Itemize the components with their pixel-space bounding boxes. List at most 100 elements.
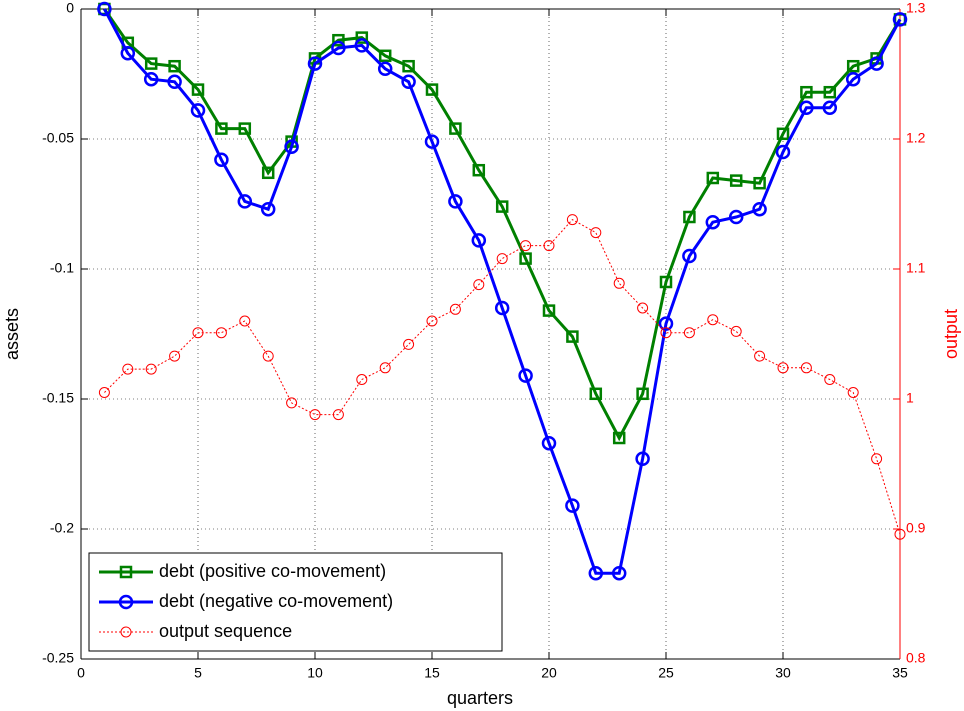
marker [823,85,837,99]
y2-tick-label: 1.1 [906,260,926,276]
marker [260,201,276,217]
marker [402,59,415,73]
marker [496,253,508,265]
x-tick-label: 20 [541,665,557,681]
y-tick-label: -0.2 [50,520,74,536]
marker [869,56,884,71]
marker [97,1,112,17]
marker [309,409,321,421]
marker [214,152,229,168]
marker [894,528,906,540]
marker [753,176,766,190]
series-line [103,8,902,575]
x-tick-label: 0 [77,665,85,681]
marker [543,240,555,252]
marker [286,397,298,409]
marker [237,194,253,209]
y-tick-label: -0.15 [42,390,74,406]
marker [403,338,415,350]
y-tick-label: -0.1 [50,260,74,276]
marker [471,233,487,248]
y2-tick-label: 0.8 [906,650,926,666]
marker [683,327,695,339]
marker [145,363,157,375]
marker [754,350,766,362]
marker [635,451,650,467]
marker [332,33,345,47]
y2-tick-label: 0.9 [906,520,926,536]
series-line [103,8,902,442]
marker [448,194,463,209]
marker [98,387,110,398]
marker [800,362,812,374]
marker [167,74,182,90]
x-axis-label: quarters [447,688,513,708]
marker [354,38,370,53]
marker [612,431,626,445]
marker [707,314,719,326]
marker [752,201,767,217]
marker [565,498,580,513]
marker [449,122,462,135]
marker [168,59,181,73]
y-tick-label: -0.25 [42,650,74,666]
marker [846,59,860,73]
marker [355,31,369,44]
marker [847,387,859,398]
marker [332,409,344,421]
marker [775,144,791,160]
marker [800,85,813,99]
marker [520,240,532,252]
legend: debt (positive co-movement) debt (negativ… [88,552,503,652]
marker [144,57,158,70]
marker [566,214,578,226]
y2-axis-label: output [941,309,961,359]
x-tick-label: 5 [194,665,202,681]
marker [143,71,159,87]
x-tick-label: 35 [892,665,908,681]
marker [611,565,627,581]
marker [682,248,697,264]
marker [379,362,391,374]
marker [215,122,228,135]
marker [238,122,252,135]
legend-label: output sequence [159,621,292,641]
marker [424,134,440,149]
marker [190,103,206,118]
y2-tick-label: 1 [906,390,914,406]
legend-marker [118,594,134,610]
marker [660,327,672,339]
legend-marker [120,626,132,638]
x-tick-label: 30 [775,665,791,681]
marker [777,362,789,374]
marker [122,363,134,375]
marker [472,163,486,177]
marker [261,166,275,180]
marker [728,209,744,225]
legend-label: debt (positive co-movement) [159,561,386,581]
marker [659,275,673,289]
marker [331,40,346,56]
marker [377,61,393,77]
marker [683,210,696,224]
marker [705,214,721,230]
marker [658,316,674,331]
marker [120,45,136,61]
marker [566,330,579,343]
marker [192,327,204,339]
marker [473,279,485,291]
marker [542,304,556,317]
marker [845,71,861,87]
marker [799,100,814,116]
y2-tick-label: 1.3 [906,0,926,16]
marker [871,453,883,465]
marker [262,350,274,362]
marker [518,368,533,383]
marker [401,74,416,90]
marker [776,127,790,141]
x-tick-label: 25 [658,665,674,681]
marker [822,100,838,116]
marker [378,49,392,63]
marker [215,327,227,339]
